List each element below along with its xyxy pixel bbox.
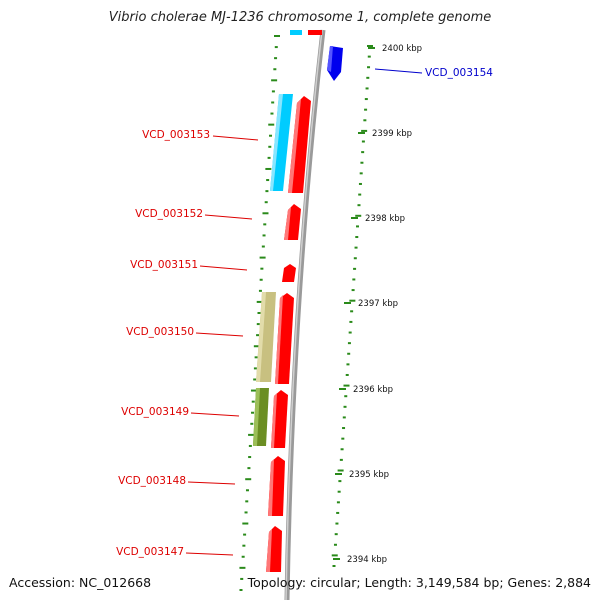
scale-label: 2399 kbp [372, 129, 412, 139]
gene-vcd-003149-red-shade [271, 393, 277, 448]
gene-vcd-003150-red-shade [275, 295, 283, 384]
gene-label-leader-line [204, 214, 253, 220]
gene-vcd-003150-khaki-shade [256, 292, 266, 382]
gene-label[interactable]: VCD_003147 [116, 546, 184, 558]
gene-vcd-003153-red-shade [288, 99, 301, 193]
scale-labels: 2400 kbp 2399 kbp 2398 kbp 2397 kbp 2396 kbp… [333, 44, 422, 565]
gene-vcd-003149-olive-shade [253, 388, 260, 446]
gene-label[interactable]: VCD_003150 [126, 326, 194, 338]
gene-vcd-003153-cyan[interactable] [270, 94, 293, 191]
gene-vcd-003153-cyan-shade [270, 94, 283, 191]
gene-label-leader-line [185, 552, 234, 556]
gene-label-leader-line [195, 332, 244, 337]
gene-label[interactable]: VCD_003153 [142, 129, 210, 141]
gene-top-red[interactable] [308, 30, 322, 35]
scale-label: 2395 kbp [349, 470, 389, 480]
scale-label: 2396 kbp [353, 385, 393, 395]
gene-top-cyan[interactable] [290, 30, 302, 35]
scale-label: 2397 kbp [358, 299, 398, 309]
outer-tick-track [331, 45, 373, 567]
topology-label: Topology: circular; Length: 3,149,584 bp… [247, 575, 591, 590]
gene-vcd-003152-shade [284, 207, 291, 240]
scale-label: 2400 kbp [382, 44, 422, 54]
gene-vcd-003148-shade [268, 459, 274, 516]
gene-vcd-003151[interactable] [282, 264, 296, 282]
gene-vcd-003154-shade [327, 46, 333, 72]
gene-label[interactable]: VCD_003148 [118, 475, 186, 487]
gene-labels: VCD_003154 VCD_003153 VCD_003152 VCD_003151… [116, 67, 493, 558]
gene-label-leader-line [212, 135, 259, 141]
gene-label-leader-line [190, 412, 240, 417]
inner-tick-track [239, 35, 280, 591]
gene-label[interactable]: VCD_003151 [130, 259, 198, 271]
chromosome-backbone-highlight [285, 29, 323, 600]
gene-label[interactable]: VCD_003154 [425, 67, 493, 79]
gene-vcd-003147-shade [266, 529, 272, 572]
gene-label[interactable]: VCD_003152 [135, 208, 203, 220]
scale-label: 2398 kbp [365, 214, 405, 224]
chromosome-backbone [284, 29, 326, 600]
gene-label-leader-line [199, 265, 248, 271]
gene-label[interactable]: VCD_003149 [121, 406, 189, 418]
gene-label-leader-line [374, 68, 423, 74]
gene-label-leader-line [187, 481, 236, 485]
accession-label: Accession: NC_012668 [9, 575, 152, 590]
map-title: Vibrio cholerae MJ-1236 chromosome 1, co… [108, 10, 492, 25]
scale-label: 2394 kbp [347, 555, 387, 565]
